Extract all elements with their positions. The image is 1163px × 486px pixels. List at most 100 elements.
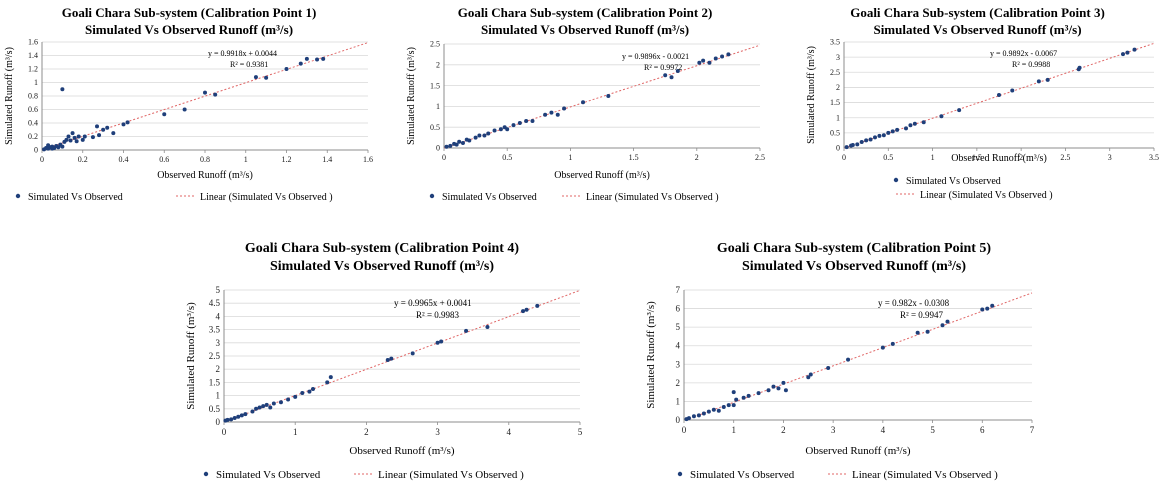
- data-point: [1077, 65, 1082, 70]
- y-tick-label: 1.5: [430, 81, 440, 90]
- y-tick-label: 0.5: [209, 404, 221, 414]
- y-tick-label: 1: [436, 102, 440, 111]
- data-point: [945, 319, 950, 324]
- data-point: [444, 144, 449, 149]
- data-point: [890, 341, 895, 346]
- data-point: [253, 75, 258, 80]
- data-point: [105, 125, 110, 130]
- x-tick-label: 5: [930, 425, 935, 435]
- data-point: [284, 67, 289, 71]
- y-tick-label: 5: [676, 322, 681, 332]
- data-point: [46, 143, 51, 148]
- data-point: [731, 403, 736, 408]
- data-point: [701, 411, 706, 416]
- data-point: [855, 142, 860, 147]
- data-point: [254, 406, 259, 411]
- y-tick-label: 2: [436, 60, 440, 69]
- data-point: [1045, 77, 1050, 82]
- data-point: [908, 123, 913, 128]
- chart-subtitle: Simulated Vs Observed Runoff (m³/s): [873, 22, 1081, 37]
- y-tick-label: 0.5: [830, 129, 840, 138]
- x-tick-label: 4: [507, 427, 512, 437]
- data-point: [464, 328, 469, 333]
- y-tick-label: 0.6: [28, 105, 38, 114]
- data-point: [82, 134, 87, 139]
- legend-label: Linear (Simulated Vs Observed ): [200, 192, 333, 203]
- data-point: [121, 122, 126, 127]
- x-tick-label: 1.5: [629, 153, 639, 162]
- legend-marker: [15, 193, 21, 199]
- x-tick-label: 3: [1108, 153, 1112, 162]
- data-point: [877, 133, 882, 138]
- data-point: [97, 133, 102, 138]
- data-point: [731, 390, 736, 395]
- legend-label: Simulated Vs Observed: [28, 192, 123, 203]
- legend-label: Linear (Simulated Vs Observed ): [586, 192, 719, 203]
- data-point: [521, 309, 526, 314]
- data-point: [535, 303, 540, 308]
- y-tick-label: 5: [216, 285, 221, 295]
- data-point: [315, 57, 320, 62]
- trendline: [223, 289, 581, 423]
- y-axis-label: Simulated Runoff (m³/s): [406, 47, 417, 145]
- data-point: [711, 407, 716, 412]
- data-point: [498, 127, 503, 132]
- chart-title: Goali Chara Sub-system (Calibration Poin…: [245, 241, 520, 256]
- data-point: [766, 388, 771, 393]
- y-tick-label: 4.5: [209, 298, 221, 308]
- data-point: [1125, 50, 1130, 55]
- y-tick-label: 0.4: [28, 119, 38, 128]
- data-point: [328, 375, 333, 380]
- chart-calibration-point-2: Goali Chara Sub-system (Calibration Poin…: [390, 0, 780, 212]
- y-tick-label: 1: [676, 396, 681, 406]
- x-tick-label: 7: [1030, 425, 1035, 435]
- data-point: [435, 340, 440, 345]
- data-point: [808, 372, 813, 377]
- legend-label: Linear (Simulated Vs Observed ): [920, 190, 1053, 201]
- x-tick-label: 1: [293, 427, 298, 437]
- data-point: [846, 357, 851, 362]
- data-point: [60, 144, 65, 149]
- data-point: [250, 409, 255, 414]
- data-point: [844, 145, 849, 150]
- y-tick-label: 1.2: [28, 65, 38, 74]
- data-point: [66, 134, 71, 139]
- data-point: [90, 135, 95, 140]
- data-point: [293, 394, 298, 399]
- legend-marker: [203, 471, 209, 477]
- r-squared: R² = 0.9983: [416, 310, 460, 320]
- data-point: [686, 416, 691, 421]
- x-tick-label: 0.6: [159, 155, 169, 164]
- data-point: [562, 106, 567, 111]
- y-axis-label: Simulated Runoff (m³/s): [645, 301, 657, 409]
- x-axis-label: Observed Runoff (m³/s): [805, 445, 910, 457]
- y-axis-label: Simulated Runoff (m³/s): [4, 47, 15, 145]
- y-tick-label: 0.8: [28, 92, 38, 101]
- x-tick-label: 0.2: [78, 155, 88, 164]
- data-point: [74, 139, 79, 144]
- x-tick-label: 4: [881, 425, 886, 435]
- data-point: [278, 400, 283, 405]
- data-point: [239, 413, 244, 418]
- chart-title: Goali Chara Sub-system (Calibration Poin…: [717, 241, 992, 256]
- x-axis-label: Observed Runoff (m³/s): [157, 170, 253, 181]
- data-point: [492, 128, 497, 133]
- data-point: [990, 303, 995, 308]
- legend-label: Simulated Vs Observed: [216, 469, 321, 481]
- data-point: [1132, 47, 1137, 52]
- data-point: [697, 60, 702, 65]
- trendline: [844, 42, 1155, 149]
- data-point: [997, 93, 1001, 97]
- data-point: [482, 133, 487, 138]
- data-point: [864, 138, 869, 143]
- y-tick-label: 1.5: [830, 98, 840, 107]
- x-tick-label: 0.8: [200, 155, 210, 164]
- data-point: [162, 112, 167, 117]
- data-point: [581, 100, 586, 105]
- data-point: [271, 401, 276, 406]
- data-point: [726, 52, 731, 57]
- data-point: [675, 69, 680, 74]
- x-tick-label: 2.5: [1060, 153, 1070, 162]
- data-point: [806, 375, 811, 380]
- data-point: [721, 405, 726, 409]
